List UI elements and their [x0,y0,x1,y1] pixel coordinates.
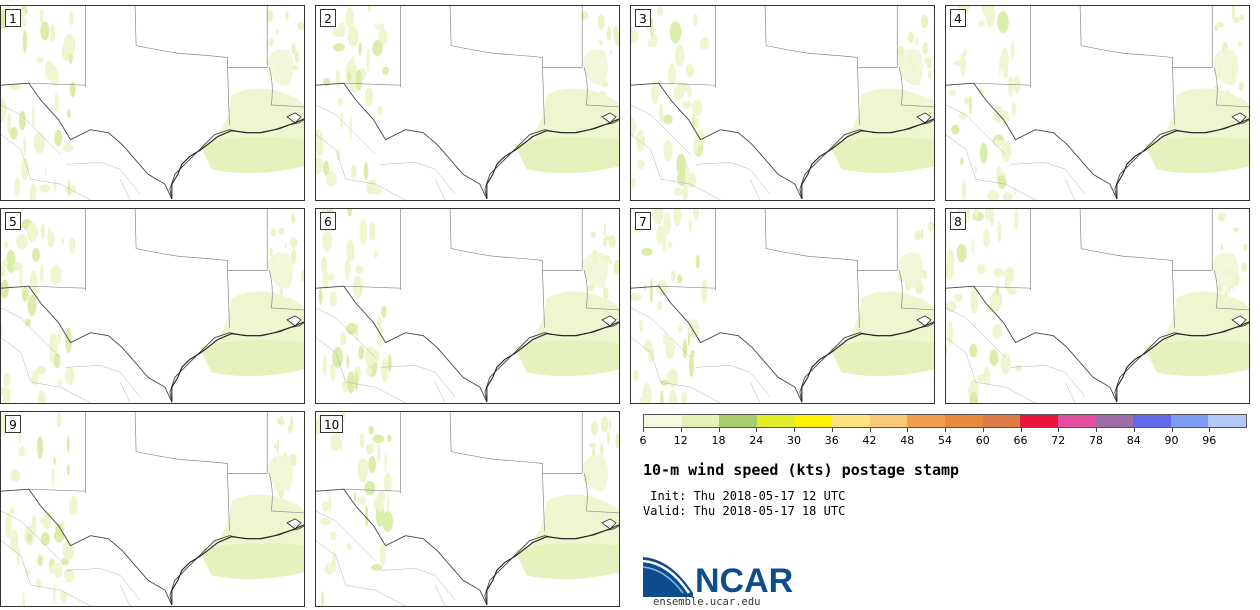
member-number: 8 [950,212,966,230]
colorbar-tick-mark [1096,428,1097,432]
member-panel-8: 8 [945,208,1250,404]
colorbar-tick-label: 72 [1051,434,1066,447]
colorbar-tick-mark [1209,428,1211,432]
colorbar-segment [832,415,870,427]
colorbar-tick-mark [718,428,720,432]
colorbar-segment [719,415,757,427]
colorbar-segment [756,415,795,427]
member-number: 1 [5,9,21,27]
colorbar-tick-mark [1133,428,1135,432]
colorbar-tick-label: 90 [1164,434,1179,447]
colorbar-tick-mark [680,428,682,432]
colorbar-segment [907,415,945,427]
colorbar-tick-mark [756,428,758,432]
colorbar-tick-mark [1058,428,1060,432]
member-panel-10: 10 [315,411,620,607]
member-map [1,6,304,200]
colorbar-tick-mark [1171,428,1173,432]
member-panel-7: 7 [630,208,935,404]
colorbar-segment [1095,415,1134,427]
colorbar-segment [869,415,908,427]
member-number: 9 [5,415,21,433]
colorbar-tick-label: 54 [938,434,952,447]
member-panel-6: 6 [315,208,620,404]
member-map [946,6,1249,200]
colorbar-tick-label: 96 [1202,434,1217,447]
wind-speed-colorbar [643,414,1247,428]
colorbar-segment [681,415,720,427]
colorbar-tick-label: 66 [1013,434,1028,447]
ncar-logo: NCAR [643,557,793,597]
colorbar-tick-label: 30 [787,434,801,447]
logo-text: NCAR [695,562,793,597]
colorbar-tick-label: 78 [1089,434,1103,447]
member-number: 7 [635,212,651,230]
member-number: 10 [320,415,344,433]
colorbar-tick-label: 60 [975,434,990,447]
valid-time: Valid: Thu 2018-05-17 18 UTC [643,504,846,518]
colorbar-tick-label: 24 [749,434,764,447]
colorbar-segment [644,415,682,427]
colorbar-tick-label: 48 [900,434,915,447]
member-number: 3 [635,9,651,27]
colorbar-segment [945,415,983,427]
colorbar-tick-label: 18 [711,434,726,447]
colorbar-segment [794,415,833,427]
member-map [316,412,619,606]
colorbar-tick-label: 84 [1126,434,1141,447]
colorbar-tick-mark [982,428,984,432]
colorbar-segment [1020,415,1058,427]
member-map [946,209,1249,403]
colorbar-segment [1133,415,1171,427]
member-map [316,209,619,403]
member-panel-5: 5 [0,208,305,404]
colorbar-segment [1170,415,1209,427]
colorbar-segment [1208,415,1246,427]
colorbar-tick-mark [869,428,871,432]
colorbar-segment [1057,415,1096,427]
colorbar-tick-label: 12 [673,434,688,447]
colorbar-tick-label: 6 [639,434,647,447]
init-time: Init: Thu 2018-05-17 12 UTC [643,489,846,503]
member-panel-4: 4 [945,5,1250,201]
colorbar-tick-mark [1020,428,1022,432]
map-title: 10-m wind speed (kts) postage stamp [643,461,960,479]
member-panel-3: 3 [630,5,935,201]
member-map [1,412,304,606]
member-number: 4 [950,9,966,27]
colorbar-tick-mark [831,428,833,432]
colorbar-tick-mark [945,428,946,432]
member-number: 6 [320,212,336,230]
member-panel-1: 1 [0,5,305,201]
member-map [631,209,934,403]
member-number: 5 [5,212,21,230]
colorbar-tick-mark [643,428,644,432]
member-number: 2 [320,9,336,27]
member-panel-9: 9 [0,411,305,607]
colorbar-tick-label: 36 [824,434,839,447]
member-map [631,6,934,200]
member-map [1,209,304,403]
member-map [316,6,619,200]
member-panel-2: 2 [315,5,620,201]
logo-url: ensemble.ucar.edu [653,596,761,608]
colorbar-segment [982,415,1021,427]
colorbar-tick-mark [907,428,909,432]
colorbar-tick-label: 42 [862,434,877,447]
colorbar-tick-mark [794,428,795,432]
